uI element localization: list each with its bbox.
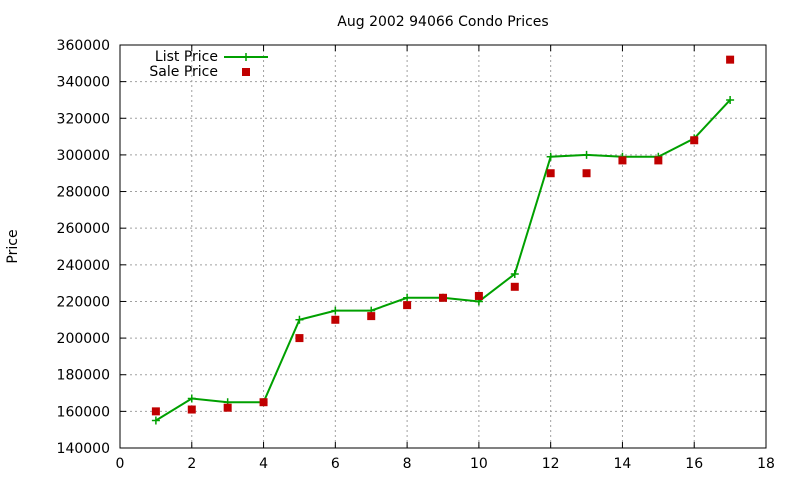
point-list-price [151, 416, 160, 425]
point-sale-price [510, 282, 519, 291]
x-tick-label: 6 [331, 456, 340, 472]
x-tick-label: 18 [757, 456, 775, 472]
point-list-price [582, 150, 591, 159]
point-list-price [187, 394, 196, 403]
y-tick-label: 340000 [57, 75, 110, 91]
y-tick-label: 360000 [57, 38, 110, 54]
y-axis-label: Price [5, 229, 21, 263]
y-tick-label: 160000 [57, 404, 110, 420]
point-sale-price [690, 136, 699, 145]
point-sale-price [223, 403, 232, 412]
y-tick-label: 320000 [57, 111, 110, 127]
x-tick-label: 16 [685, 456, 703, 472]
point-sale-price [367, 312, 376, 321]
point-sale-price [403, 301, 412, 310]
x-tick-label: 0 [116, 456, 125, 472]
legend-marker-list-price [242, 53, 250, 61]
x-tick-label: 12 [542, 456, 560, 472]
point-sale-price [726, 55, 735, 64]
chart-title: Aug 2002 94066 Condo Prices [337, 14, 548, 30]
point-sale-price [618, 156, 627, 165]
point-sale-price [546, 169, 555, 178]
point-sale-price [151, 407, 160, 416]
legend: List Price Sale Price [149, 49, 268, 80]
x-tick-label: 2 [187, 456, 196, 472]
y-tick-label: 280000 [57, 185, 110, 201]
point-sale-price [474, 291, 483, 300]
y-tick-label: 180000 [57, 368, 110, 384]
y-tick-label: 140000 [57, 441, 110, 457]
plot-frame [119, 44, 767, 449]
y-tick-label: 220000 [57, 294, 110, 310]
axis-ticks: 0 2 4 6 8 10 12 14 16 18 140000 160000 180000 200000 2… [57, 38, 775, 472]
grid [120, 45, 766, 448]
point-list-price [295, 315, 304, 324]
series-line-list-price [155, 99, 731, 422]
x-tick-label: 14 [614, 456, 632, 472]
y-tick-label: 200000 [57, 331, 110, 347]
y-tick-label: 300000 [57, 148, 110, 164]
x-tick-label: 8 [403, 456, 412, 472]
point-sale-price [439, 293, 447, 302]
x-tick-label: 4 [259, 456, 268, 472]
legend-item-list-price: List Price [155, 49, 268, 65]
point-sale-price [259, 398, 268, 407]
point-list-price [403, 293, 412, 302]
point-list-price [546, 152, 555, 161]
point-sale-price [187, 405, 196, 414]
point-sale-price [654, 156, 663, 165]
point-sale-price [295, 334, 304, 343]
legend-marker-sale-price [242, 68, 250, 76]
x-tick-label: 10 [470, 456, 488, 472]
point-sale-price [582, 169, 591, 178]
legend-item-sale-price: Sale Price [149, 64, 250, 80]
y-tick-label: 260000 [57, 221, 110, 237]
y-tick-label: 240000 [57, 258, 110, 274]
point-list-price [726, 95, 735, 104]
legend-label-sale-price: Sale Price [149, 64, 218, 80]
series [151, 55, 735, 425]
legend-label-list-price: List Price [155, 49, 218, 65]
point-sale-price [331, 315, 340, 324]
point-list-price [510, 269, 519, 278]
point-list-price [331, 306, 340, 315]
